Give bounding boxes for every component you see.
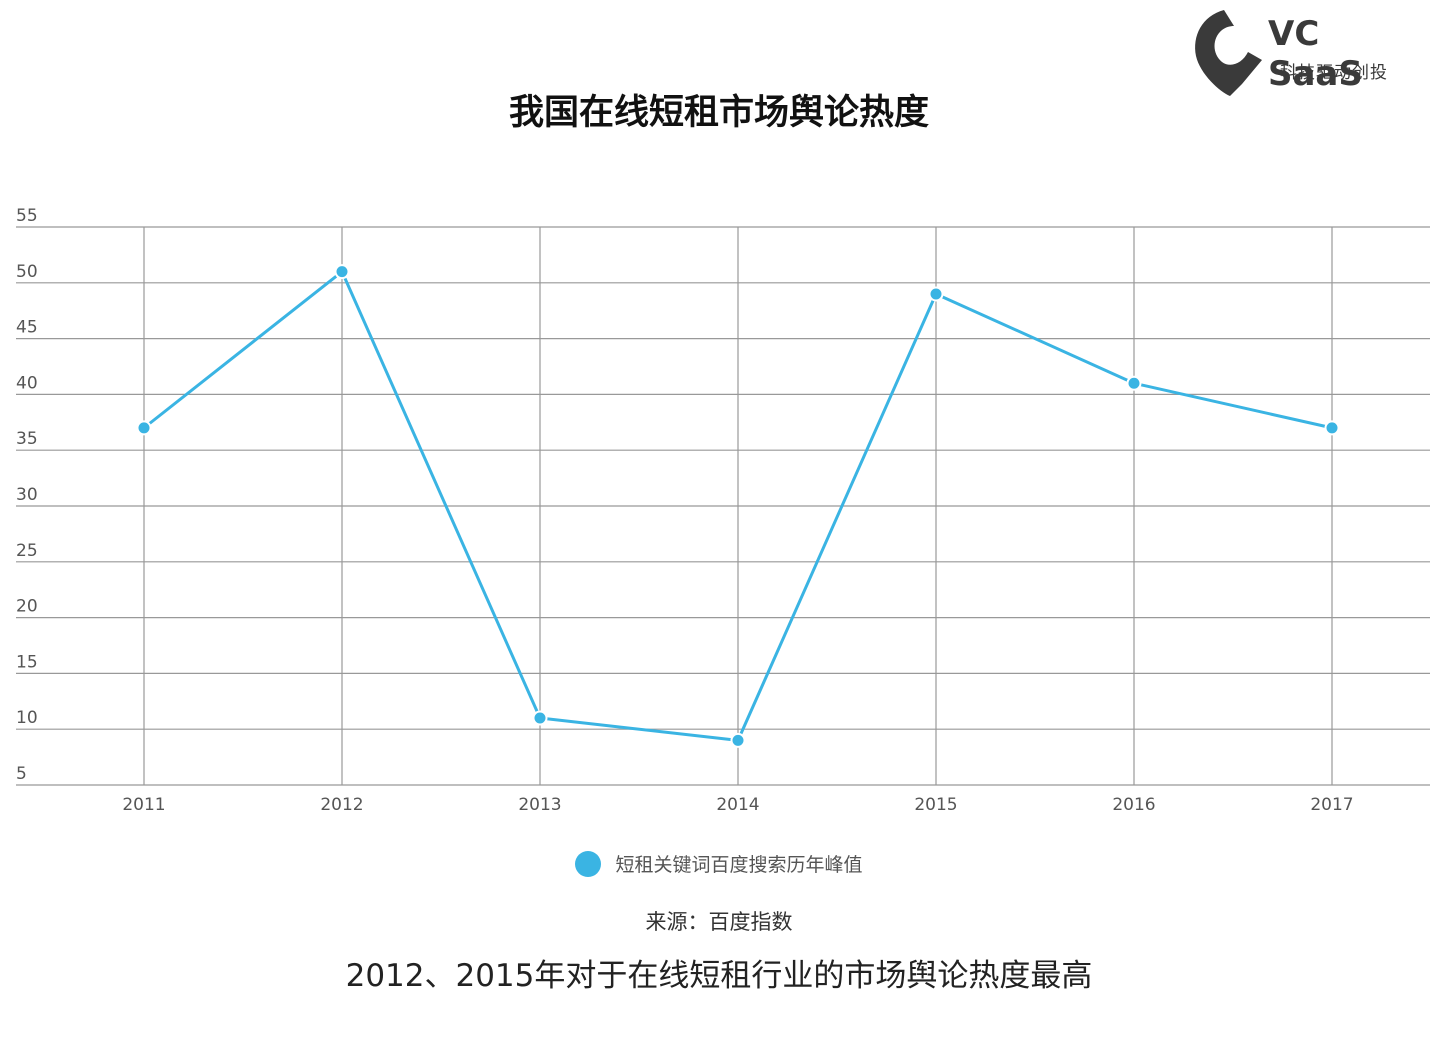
y-tick-label: 55 — [16, 206, 38, 226]
legend: 短租关键词百度搜索历年峰值 — [0, 850, 1438, 881]
brand-tagline: 科技驱动创投 — [1280, 63, 1388, 83]
data-point — [532, 710, 548, 726]
y-tick-label: 20 — [16, 597, 38, 617]
data-point — [334, 264, 350, 280]
data-point — [136, 420, 152, 436]
y-tick-label: 10 — [16, 708, 38, 728]
y-tick-label: 15 — [16, 652, 38, 672]
brand-name: VC SaaS — [1268, 14, 1363, 94]
x-tick-label: 2015 — [914, 795, 957, 815]
x-tick-label: 2012 — [320, 795, 363, 815]
pin-logo-icon — [1195, 10, 1262, 96]
chart-title: 我国在线短租市场舆论热度 — [508, 93, 929, 133]
legend-marker — [575, 850, 602, 877]
chart-caption: 2012、2015年对于在线短租行业的市场舆论热度最高 — [345, 958, 1093, 994]
brand-logo: VC SaaS 科技驱动创投 — [1190, 8, 1420, 100]
data-point — [1126, 375, 1142, 391]
y-tick-label: 25 — [16, 541, 38, 561]
x-tick-label: 2016 — [1112, 795, 1155, 815]
y-tick-label: 35 — [16, 429, 38, 449]
legend-label: 短租关键词百度搜索历年峰值 — [615, 854, 863, 876]
data-point — [730, 732, 746, 748]
source-note: 来源：百度指数 — [645, 910, 793, 934]
data-point — [1324, 420, 1340, 436]
y-tick-label: 5 — [16, 764, 27, 784]
data-point — [928, 286, 944, 302]
y-tick-label: 50 — [16, 262, 38, 282]
line-chart: 5 10 15 20 25 30 35 40 45 50 55 2011 2012 2013 2014 201… — [16, 206, 1430, 815]
x-tick-label: 2017 — [1310, 795, 1353, 815]
x-tick-label: 2013 — [518, 795, 561, 815]
y-tick-label: 30 — [16, 485, 38, 505]
y-tick-label: 45 — [16, 318, 38, 338]
y-tick-label: 40 — [16, 373, 38, 393]
x-tick-label: 2011 — [122, 795, 165, 815]
x-tick-label: 2014 — [716, 795, 759, 815]
